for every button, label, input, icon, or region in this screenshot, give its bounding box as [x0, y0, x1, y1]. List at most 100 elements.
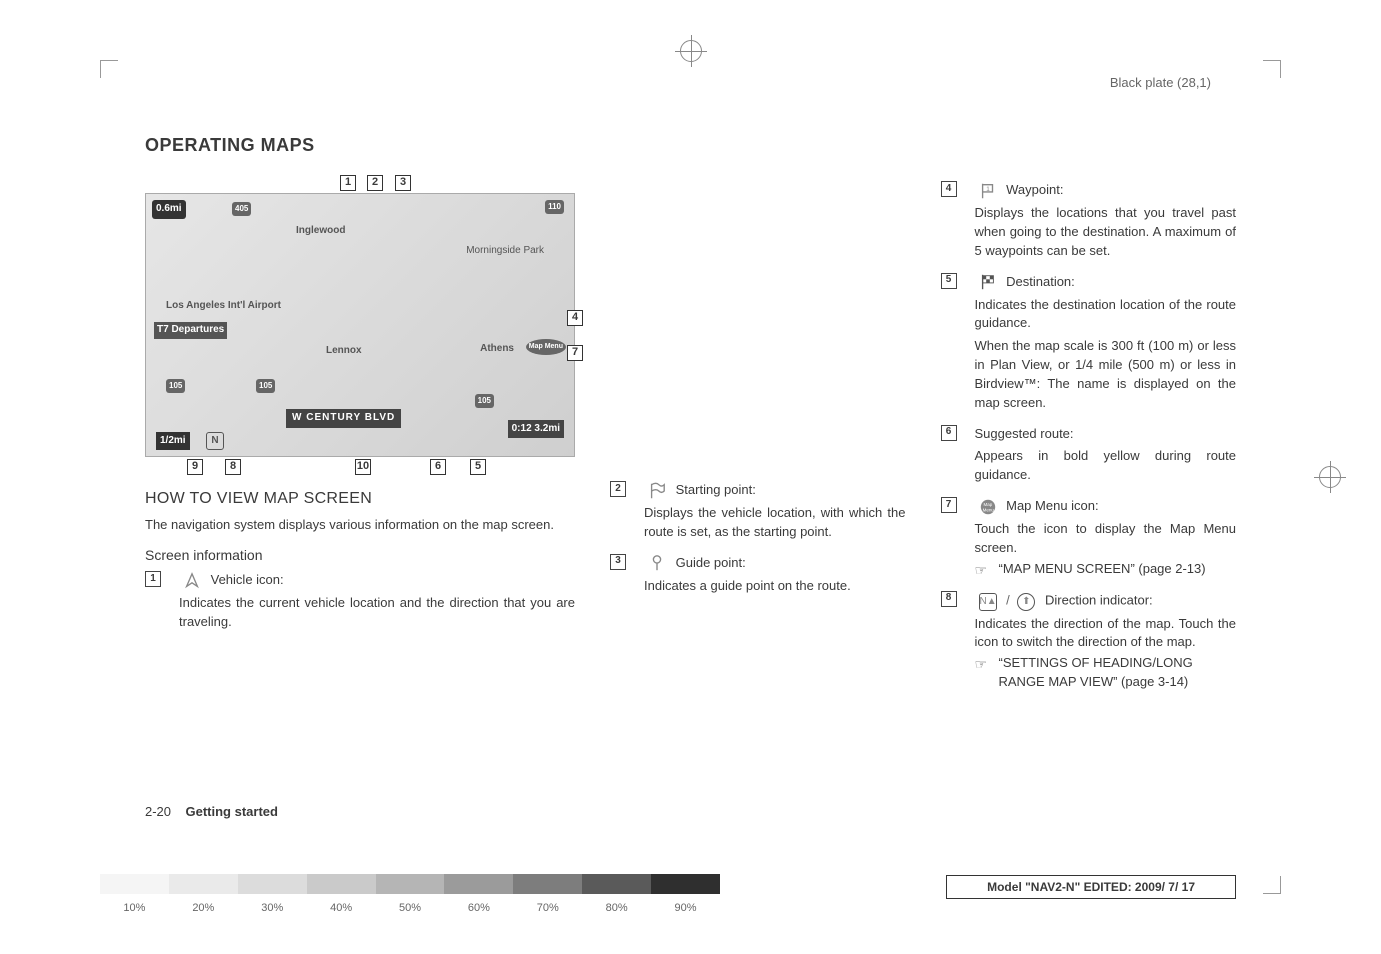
- map-road: W CENTURY BLVD: [286, 409, 401, 428]
- compass-icon: N: [206, 432, 224, 450]
- spacer: [610, 175, 906, 475]
- svg-text:Menu: Menu: [982, 507, 994, 512]
- item-desc: Appears in bold yellow during route guid…: [975, 447, 1237, 485]
- crop-mark: [1263, 876, 1281, 894]
- column-2: 2 Starting point: Displays the vehicle l…: [610, 175, 906, 784]
- checkered-flag-icon: [979, 273, 997, 292]
- map-scale: 1/2mi: [156, 432, 190, 451]
- item-waypoint: 4 1 Waypoint: Displays the locations tha…: [941, 181, 1237, 261]
- gradient-label: 90%: [651, 902, 720, 914]
- item-desc: Indicates the current vehicle location a…: [179, 594, 575, 632]
- item-desc: Displays the vehicle location, with whic…: [644, 504, 906, 542]
- item-label: Vehicle icon:: [211, 572, 284, 587]
- map-eta: 0:12 3.2mi: [508, 420, 564, 439]
- item-label: Waypoint:: [1006, 182, 1063, 197]
- section-subhead: HOW TO VIEW MAP SCREEN: [145, 487, 575, 510]
- figure-callout-9: 9: [187, 459, 203, 475]
- map-menu-icon: MapMenu: [979, 497, 997, 516]
- item-number: 5: [941, 273, 957, 289]
- cross-reference: “MAP MENU SCREEN” (page 2-13): [975, 560, 1237, 579]
- item-desc: Indicates a guide point on the route.: [644, 577, 906, 596]
- item-desc: Displays the locations that you travel p…: [975, 204, 1237, 261]
- item-label: Starting point:: [676, 482, 756, 497]
- item-vehicle-icon: 1 Vehicle icon: Indicates the current ve…: [145, 571, 575, 632]
- map-park: Morningside Park: [466, 244, 544, 259]
- item-desc: Indicates the direction of the map. Touc…: [975, 615, 1237, 653]
- gradient-stop: [444, 874, 513, 894]
- gradient-stop: [582, 874, 651, 894]
- north-up-icon: N▲: [979, 591, 997, 611]
- gradient-stop: [100, 874, 169, 894]
- svg-text:Map: Map: [983, 502, 992, 507]
- item-number: 1: [145, 571, 161, 587]
- gradient-stop: [651, 874, 720, 894]
- gradient-stop: [307, 874, 376, 894]
- content-columns: 0.6mi 405 110 Inglewood Morningside Park…: [145, 175, 1236, 784]
- map-figure: 0.6mi 405 110 Inglewood Morningside Park…: [145, 175, 575, 475]
- map-city: Inglewood: [296, 224, 345, 239]
- item-map-menu: 7 MapMenu Map Menu icon: Touch the icon …: [941, 497, 1237, 579]
- gradient-label: 40%: [307, 902, 376, 914]
- map-airport: Los Angeles Int'l Airport: [166, 299, 281, 314]
- column-1: 0.6mi 405 110 Inglewood Morningside Park…: [145, 175, 575, 784]
- section-name: Getting started: [185, 804, 277, 819]
- item-label: Guide point:: [676, 555, 746, 570]
- section-intro: The navigation system displays various i…: [145, 516, 575, 535]
- item-label: Direction indicator:: [1045, 592, 1153, 607]
- gradient-stop: [169, 874, 238, 894]
- hwy-shield: 110: [545, 200, 564, 214]
- figure-callout-10: 10: [355, 459, 371, 475]
- gradient-labels: 10% 20% 30% 40% 50% 60% 70% 80% 90%: [100, 902, 720, 914]
- svg-text:1: 1: [986, 186, 990, 193]
- gradient-bar: [100, 874, 720, 894]
- vehicle-icon: [183, 571, 201, 590]
- screen-info-heading: Screen information: [145, 545, 575, 565]
- gradient-label: 50%: [376, 902, 445, 914]
- map-menu-badge: Map Menu: [526, 339, 566, 355]
- item-number: 8: [941, 591, 957, 607]
- gradient-label: 20%: [169, 902, 238, 914]
- item-number: 2: [610, 481, 626, 497]
- column-3: 4 1 Waypoint: Displays the locations tha…: [941, 175, 1237, 784]
- figure-callout-2: 2: [367, 175, 383, 191]
- flag-number-icon: 1: [979, 181, 997, 200]
- item-direction-indicator: 8 N▲ / ⬆ Direction indicator: Indicates …: [941, 591, 1237, 692]
- gradient-stop: [238, 874, 307, 894]
- crop-mark: [1263, 60, 1281, 78]
- map-background: 0.6mi 405 110 Inglewood Morningside Park…: [145, 193, 575, 457]
- cross-reference: “SETTINGS OF HEADING/LONG RANGE MAP VIEW…: [975, 654, 1237, 692]
- figure-callout-1: 1: [340, 175, 356, 191]
- map-lennox: Lennox: [326, 344, 362, 359]
- item-desc: When the map scale is 300 ft (100 m) or …: [975, 337, 1237, 412]
- page-footer: 2-20 Getting started: [145, 804, 278, 819]
- flag-waving-icon: [648, 481, 666, 500]
- hwy-shield: 405: [232, 202, 251, 216]
- figure-callout-8: 8: [225, 459, 241, 475]
- gradient-label: 60%: [444, 902, 513, 914]
- registration-mark: [680, 40, 702, 62]
- gradient-stop: [376, 874, 445, 894]
- heading-up-icon: ⬆: [1017, 591, 1035, 611]
- hwy-shield: 105: [166, 379, 185, 393]
- pin-icon: [648, 554, 666, 573]
- item-label: Destination:: [1006, 274, 1075, 289]
- gradient-stop: [513, 874, 582, 894]
- item-destination: 5 Destination: Indicates the destination…: [941, 273, 1237, 413]
- registration-mark: [1319, 466, 1341, 488]
- black-plate-label: Black plate (28,1): [1110, 75, 1211, 90]
- gradient-label: 30%: [238, 902, 307, 914]
- gradient-label: 10%: [100, 902, 169, 914]
- figure-callout-5: 5: [470, 459, 486, 475]
- gradient-label: 70%: [513, 902, 582, 914]
- item-label: Suggested route:: [975, 426, 1074, 441]
- map-departures: T7 Departures: [154, 322, 227, 339]
- item-suggested-route: 6 Suggested route: Appears in bold yello…: [941, 425, 1237, 486]
- item-number: 4: [941, 181, 957, 197]
- item-starting-point: 2 Starting point: Displays the vehicle l…: [610, 481, 906, 542]
- gradient-label: 80%: [582, 902, 651, 914]
- figure-callout-3: 3: [395, 175, 411, 191]
- figure-callout-6: 6: [430, 459, 446, 475]
- model-info: Model "NAV2-N" EDITED: 2009/ 7/ 17: [946, 875, 1236, 899]
- item-number: 7: [941, 497, 957, 513]
- item-label: Map Menu icon:: [1006, 498, 1099, 513]
